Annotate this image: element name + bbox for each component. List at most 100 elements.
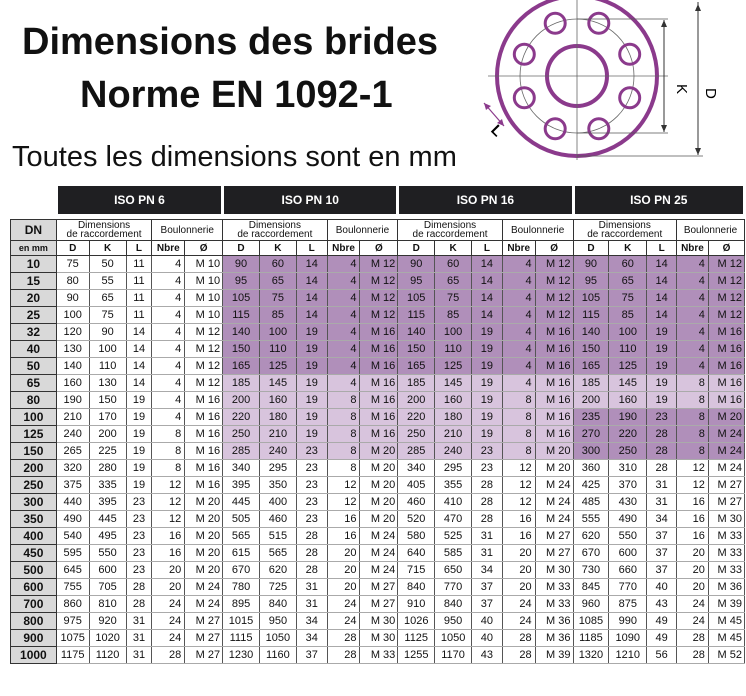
dn-cell: 50 (10, 357, 57, 375)
table-cell: M 12 (184, 357, 224, 375)
table-cell: M 12 (359, 255, 399, 273)
table-cell: 705 (88, 578, 127, 596)
table-cell: 4 (676, 272, 709, 290)
table-cell: 85 (258, 306, 297, 324)
table-cell: M 24 (359, 527, 399, 545)
table-cell: 140 (572, 323, 610, 341)
table-row: 150 265 225 19 8 M 16 285 240 23 8 M 20 285 240 23 8 M … (10, 442, 746, 460)
table-cell: 28 (326, 646, 361, 664)
table-cell: 11 (125, 255, 153, 273)
table-cell: 660 (608, 561, 648, 579)
table-cell: 28 (125, 578, 153, 596)
table-cell: 4 (676, 289, 709, 307)
table-cell: 19 (471, 391, 503, 409)
table-cell: 210 (55, 408, 90, 426)
table-cell: 160 (258, 391, 297, 409)
table-cell: 1085 (572, 612, 610, 630)
table-cell: 14 (471, 255, 503, 273)
table-cell: 220 (222, 408, 260, 426)
table-cell: M 33 (707, 544, 746, 562)
table-cell: 23 (471, 442, 503, 460)
table-cell: 840 (434, 595, 473, 613)
table-cell: 11 (125, 289, 153, 307)
table-cell: M 33 (359, 646, 399, 664)
table-cell: 1120 (88, 646, 127, 664)
table-cell: M 16 (184, 425, 224, 443)
table-row: 50 140 110 14 4 M 12 165 125 19 4 M 16 165 125 19 4 M 1… (10, 357, 746, 375)
table-cell: M 16 (534, 391, 574, 409)
table-cell: 12 (501, 459, 536, 477)
table-cell: 28 (125, 595, 153, 613)
table-cell: 240 (55, 425, 90, 443)
table-cell: 200 (397, 391, 436, 409)
table-cell: 14 (125, 340, 153, 358)
table-cell: 410 (434, 493, 473, 511)
table-cell: 1255 (397, 646, 436, 664)
table-cell: 19 (471, 408, 503, 426)
table-cell: 895 (222, 595, 260, 613)
table-cell: 1185 (572, 629, 610, 647)
table-cell: 145 (434, 374, 473, 392)
table-cell: 43 (471, 646, 503, 664)
table-cell: M 27 (359, 595, 399, 613)
table-cell: M 16 (534, 340, 574, 358)
table-cell: 19 (125, 425, 153, 443)
table-cell: 960 (572, 595, 610, 613)
table-row: 125 240 200 19 8 M 16 250 210 19 8 M 16 250 210 19 8 M … (10, 425, 746, 443)
header-row-groups: DN Dimensions de raccordement Boulonnerie Di… (10, 219, 745, 241)
table-cell: 28 (326, 629, 361, 647)
table-cell: 85 (434, 306, 473, 324)
table-cell: 19 (295, 391, 328, 409)
table-cell: 810 (88, 595, 127, 613)
dn-cell: 500 (10, 561, 57, 579)
dn-cell: 125 (10, 425, 57, 443)
table-cell: 28 (295, 561, 328, 579)
table-cell: 100 (55, 306, 90, 324)
table-cell: M 20 (534, 459, 574, 477)
table-cell: 600 (608, 544, 648, 562)
table-cell: 12 (501, 493, 536, 511)
table-cell: 40 (646, 578, 678, 596)
table-cell: 210 (258, 425, 297, 443)
table-cell: 24 (326, 595, 361, 613)
table-cell: 185 (222, 374, 260, 392)
table-cell: 4 (151, 272, 186, 290)
table-cell: 185 (572, 374, 610, 392)
table-cell: 145 (608, 374, 648, 392)
table-cell: 19 (295, 408, 328, 426)
column-header-4: Ø (184, 240, 224, 256)
table-cell: 920 (88, 612, 127, 630)
table-cell: 4 (501, 306, 536, 324)
table-cell: 620 (258, 561, 297, 579)
table-cell: 4 (501, 357, 536, 375)
table-cell: 12 (676, 459, 709, 477)
d-label: D (702, 88, 719, 99)
table-cell: 185 (397, 374, 436, 392)
table-cell: 19 (125, 459, 153, 477)
table-cell: M 12 (707, 289, 746, 307)
table-cell: 8 (676, 425, 709, 443)
table-row: 10 75 50 11 4 M 10 90 60 14 4 M 12 90 60 14 4 M 12 90 60 1… (10, 255, 746, 273)
table-cell: 100 (258, 323, 297, 341)
table-cell: M 16 (359, 340, 399, 358)
table-cell: M 33 (534, 595, 574, 613)
table-cell: 90 (572, 255, 610, 273)
table-cell: 115 (397, 306, 436, 324)
table-cell: 60 (608, 255, 648, 273)
table-cell: 19 (125, 391, 153, 409)
table-row: 65 160 130 14 4 M 12 185 145 19 4 M 16 185 145 19 4 M 1… (10, 374, 746, 392)
table-cell: 60 (434, 255, 473, 273)
header-row-columns: en mm D K L Nbre Ø D K L Nbre Ø D K L Nbre Ø D K L Nbre Ø (10, 240, 746, 256)
table-cell: 250 (222, 425, 260, 443)
table-cell: M 36 (707, 578, 746, 596)
table-cell: 19 (646, 357, 678, 375)
dn-cell: 300 (10, 493, 57, 511)
table-cell: 20 (326, 544, 361, 562)
table-cell: 28 (501, 629, 536, 647)
column-header-3: Nbre (326, 240, 361, 256)
dn-cell: 400 (10, 527, 57, 545)
table-cell: 31 (471, 544, 503, 562)
table-cell: M 30 (707, 510, 746, 528)
table-cell: 19 (295, 340, 328, 358)
dn-cell: 450 (10, 544, 57, 562)
